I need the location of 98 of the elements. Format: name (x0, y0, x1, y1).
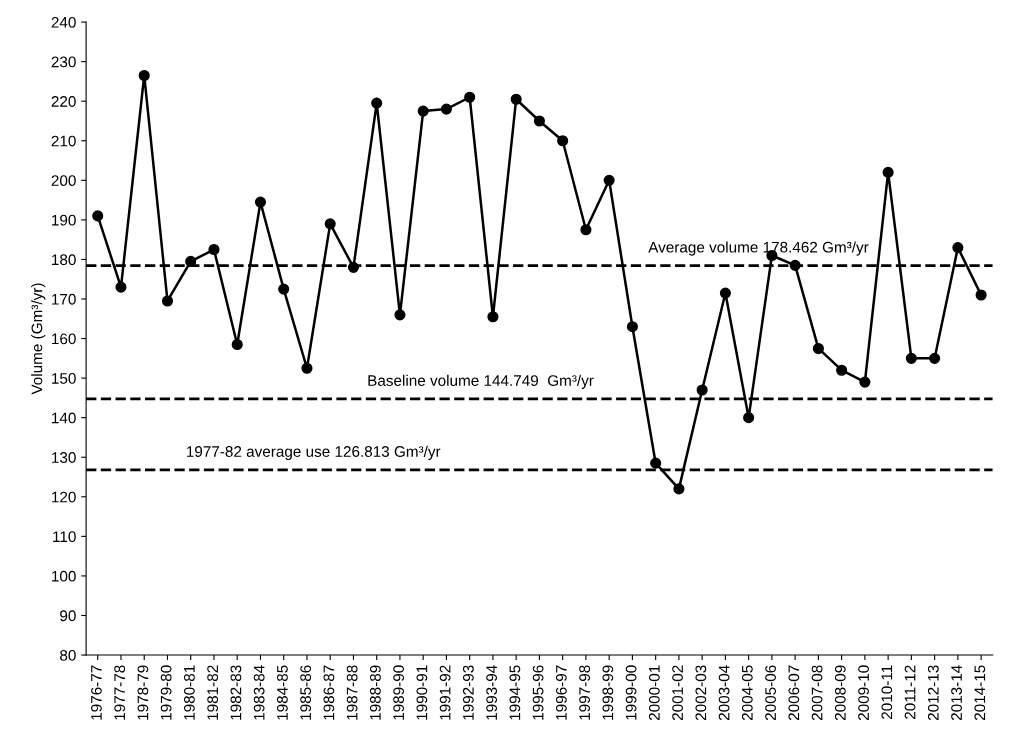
x-tick-label: 1991-92 (439, 665, 451, 720)
x-tick-label: 1984-85 (276, 665, 288, 720)
point (394, 309, 406, 321)
point (440, 103, 452, 115)
y-tick-label: 160 (52, 333, 76, 345)
point (533, 115, 545, 127)
x-tick-label: 1977-78 (114, 665, 126, 720)
x-tick-label: 1987-88 (346, 665, 358, 720)
x-tick-label: 1985-86 (300, 665, 312, 720)
x-tick-label: 2010-11 (881, 665, 893, 719)
x-tick-label: 1988-89 (369, 665, 381, 720)
point (975, 289, 987, 301)
point (696, 384, 708, 396)
x-tick-label: 1996-97 (555, 665, 567, 720)
x-tick-label: 2003-04 (718, 665, 730, 721)
y-tick-label: 90 (60, 610, 76, 622)
x-tick-label: 2005-06 (765, 665, 776, 721)
y-tick-label: 100 (52, 570, 76, 582)
x-tick-label: 2009-10 (858, 665, 869, 721)
x-tick-label: 2013-14 (951, 665, 962, 721)
point (487, 311, 499, 323)
point (231, 338, 243, 351)
ref-line-label: Average volume 178.462 Gm³/yr (648, 241, 869, 256)
point (812, 342, 824, 355)
x-tick-label: 1986-87 (323, 665, 335, 720)
y-tick-label: 180 (52, 254, 76, 266)
point (650, 457, 662, 469)
y-tick-label: 80 (60, 649, 76, 661)
x-tick-label: 2002-03 (695, 665, 707, 721)
x-tick-label: 2012-13 (927, 665, 939, 721)
x-tick-label: 2004-05 (741, 665, 753, 721)
point (510, 93, 522, 105)
point (929, 352, 941, 364)
y-tick-label: 140 (52, 412, 76, 424)
point (882, 166, 894, 178)
x-tick-label: 1983-84 (253, 665, 265, 720)
point (324, 218, 336, 230)
point (138, 69, 150, 82)
point (673, 483, 685, 495)
point (557, 135, 569, 147)
point (417, 105, 429, 117)
x-tick-label: 2008-09 (834, 665, 846, 721)
point (580, 224, 592, 236)
point (603, 174, 615, 186)
y-tick-label: 230 (51, 56, 76, 68)
y-tick-label: 150 (52, 372, 76, 384)
point (185, 255, 197, 267)
point (789, 259, 801, 271)
y-tick-label: 210 (51, 135, 76, 147)
point (208, 243, 220, 256)
x-tick-label: 1982-83 (230, 665, 242, 720)
x-tick-label: 1992-93 (462, 665, 474, 720)
x-tick-label: 1995-96 (532, 665, 544, 720)
y-tick-label: 170 (52, 293, 76, 305)
x-tick-label: 1999-00 (625, 665, 637, 720)
point (115, 281, 127, 293)
x-tick-label: 1989-90 (393, 665, 405, 720)
x-tick-label: 1993-94 (486, 665, 498, 720)
point (371, 97, 383, 109)
point (952, 242, 964, 254)
point (347, 261, 360, 273)
x-tick-label: 1980-81 (184, 665, 195, 720)
point (626, 321, 638, 333)
x-tick-label: 2000-01 (648, 665, 660, 721)
x-tick-label: 2006-07 (788, 665, 800, 721)
x-tick-label: 1990-91 (416, 665, 428, 720)
x-tick-label: 1998-99 (602, 665, 614, 720)
ref-line-label: Baseline volume 144.749 Gm³/yr (368, 374, 594, 389)
point (719, 287, 731, 299)
x-tick-label: 1997-98 (579, 665, 591, 720)
x-tick-label: 1994-95 (509, 665, 521, 720)
point (301, 362, 313, 374)
y-tick-label: 130 (52, 452, 76, 463)
y-tick-label: 240 (51, 16, 76, 28)
ref-line-label: 1977-82 average use 126.813 Gm³/yr (187, 445, 441, 460)
y-tick-label: 120 (52, 491, 76, 503)
y-axis-title: Volume (Gm³/yr) (31, 283, 46, 395)
point (161, 295, 174, 307)
point (859, 376, 871, 388)
x-tick-label: 2014-15 (974, 665, 986, 721)
x-tick-label: 1976-77 (91, 665, 102, 720)
x-tick-label: 2011-12 (904, 665, 916, 719)
y-tick-label: 220 (51, 96, 76, 107)
x-tick-label: 1981-82 (207, 665, 219, 720)
x-tick-label: 2007-08 (811, 665, 823, 721)
point (278, 283, 290, 295)
y-tick-label: 110 (53, 531, 76, 543)
point (254, 196, 267, 208)
point (836, 364, 848, 376)
point (92, 210, 104, 222)
x-tick-label: 2001-02 (672, 665, 684, 721)
x-tick-label: 1979-80 (160, 665, 172, 720)
y-tick-label: 200 (51, 175, 76, 187)
y-tick-label: 190 (52, 214, 76, 226)
point (464, 91, 476, 103)
point (905, 352, 917, 364)
point (743, 412, 755, 424)
x-tick-label: 1978-79 (137, 665, 149, 720)
